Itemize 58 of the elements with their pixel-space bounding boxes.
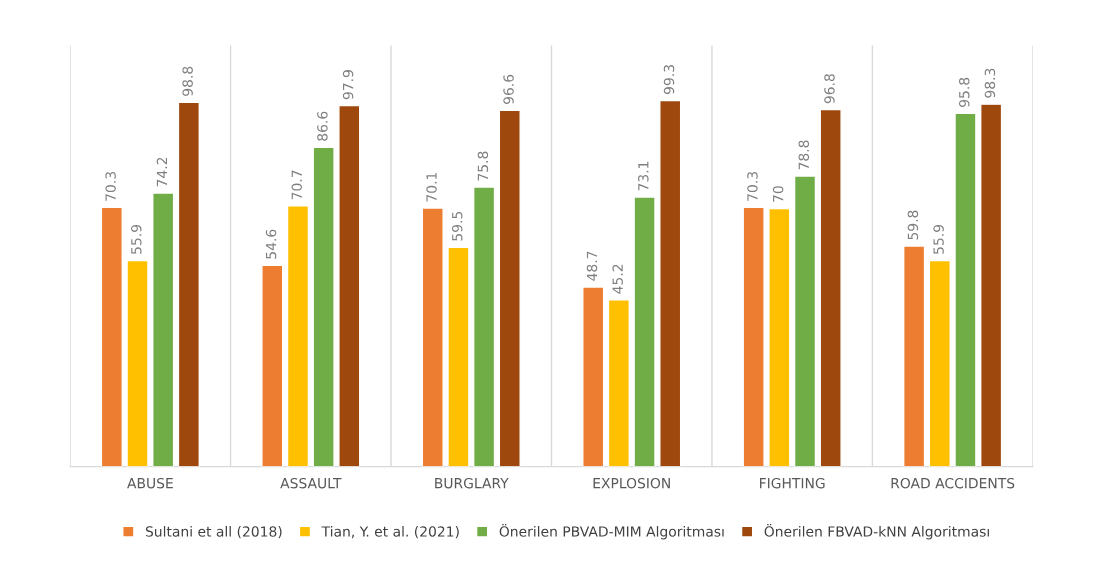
bar (954, 112, 977, 467)
legend-label: Sultani et all (2018) (145, 525, 282, 539)
bar (126, 259, 149, 467)
bar (768, 207, 791, 467)
bar (819, 108, 842, 467)
bar (928, 259, 951, 467)
bar (261, 264, 284, 467)
data-label: 70.1 (426, 172, 437, 202)
data-label: 45.2 (612, 264, 623, 294)
legend-label: Önerilen FBVAD-kNN Algoritması (764, 523, 989, 540)
data-label: 96.6 (503, 74, 514, 104)
data-label: 78.8 (798, 140, 810, 170)
x-tick-label: FIGHTING (760, 477, 825, 489)
data-label: 55.9 (131, 224, 142, 254)
bar (421, 207, 444, 467)
data-label: 75.8 (477, 151, 489, 181)
data-label: 48.7 (586, 251, 598, 281)
x-tick-label: EXPLOSION (593, 477, 670, 489)
bar (447, 246, 470, 467)
data-label: 96.8 (824, 74, 835, 104)
bar (793, 175, 817, 467)
bar (100, 206, 123, 467)
legend-label: Tian, Y. et al. (2021) (321, 525, 459, 539)
data-label: 55.9 (933, 224, 944, 254)
x-tick-label: BURGLARY (435, 477, 509, 489)
bar (659, 99, 682, 467)
data-label: 98.3 (984, 68, 996, 98)
data-label: 70 (772, 186, 784, 202)
bar (177, 101, 200, 467)
bar (498, 109, 521, 467)
data-label: 97.9 (342, 70, 354, 100)
x-tick-label: ROAD ACCIDENTS (891, 477, 1015, 489)
x-tick-label: ABUSE (127, 477, 173, 489)
x-tick-label: ASSAULT (280, 477, 342, 489)
bar (980, 103, 1003, 467)
data-label: 70.3 (747, 172, 758, 201)
bar (312, 146, 335, 467)
data-label: 73.1 (638, 161, 649, 191)
data-label: 74.2 (156, 157, 168, 187)
data-label: 59.5 (451, 211, 463, 241)
bar (742, 206, 765, 467)
data-label: 95.8 (959, 77, 970, 107)
bar (633, 196, 656, 467)
bar (286, 205, 310, 467)
data-label: 86.6 (317, 111, 328, 141)
data-label: 98.8 (182, 66, 193, 96)
data-label: 59.8 (907, 210, 919, 240)
bar (607, 299, 631, 467)
bar (338, 104, 361, 467)
bar (472, 186, 496, 467)
bar (152, 192, 175, 467)
data-label: 54.6 (265, 229, 277, 259)
legend-label: Önerilen PBVAD-MIM Algoritması (499, 523, 724, 540)
data-label: 70.3 (105, 172, 116, 201)
bar (903, 245, 926, 467)
data-label: 99.3 (663, 65, 675, 95)
bar (582, 286, 605, 467)
data-label: 70.7 (291, 170, 302, 200)
